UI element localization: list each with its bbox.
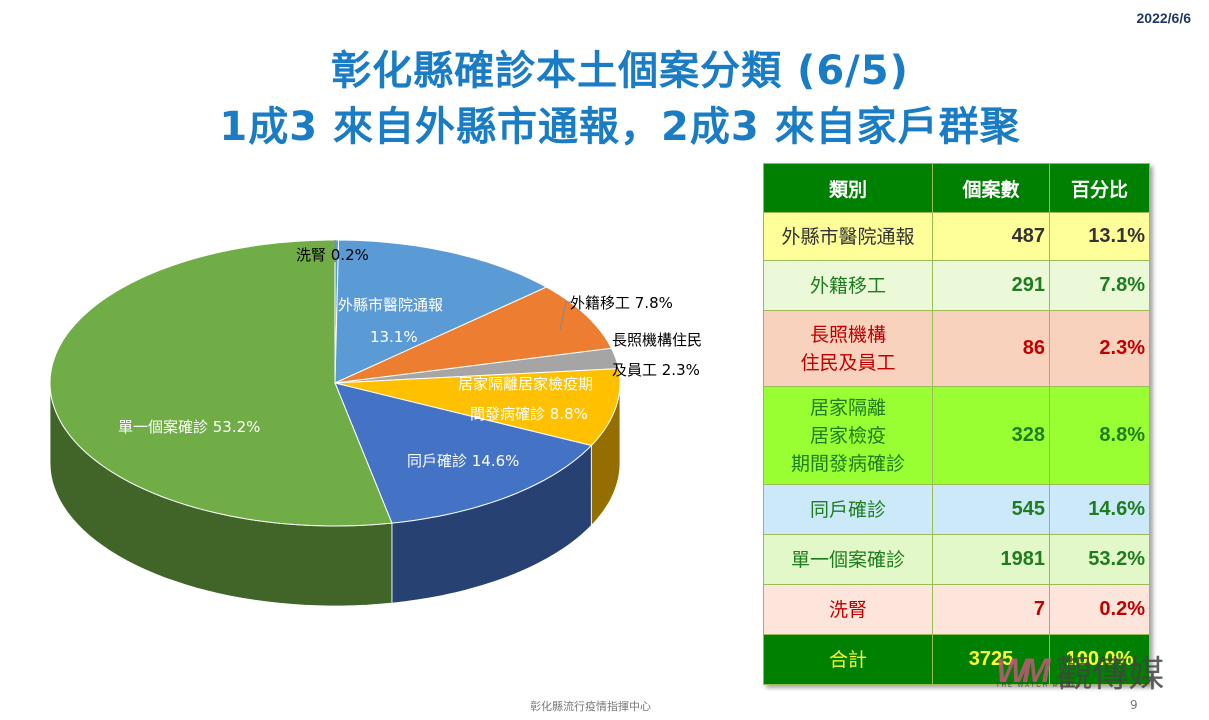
- cell-category: 外縣市醫院通報: [763, 212, 933, 261]
- pie-label-4: 間發病確診 8.8%: [470, 405, 588, 423]
- table-row: 同戶確診 545 14.6%: [763, 484, 1150, 535]
- cell-category: 同戶確診: [763, 484, 933, 535]
- cell-count: 1981: [932, 534, 1050, 585]
- pie-label-2: 外籍移工 7.8%: [570, 294, 673, 312]
- cell-percent: 13.1%: [1049, 212, 1150, 261]
- pie-label-6: 單一個案確診 53.2%: [118, 418, 260, 436]
- watermark-subtitle: THE WATCH MEDIA: [996, 683, 1082, 689]
- pie-label-1: 外縣市醫院通報: [338, 296, 443, 314]
- pie-label-5: 同戶確診 14.6%: [407, 452, 519, 470]
- pie-slice-5: [334, 382, 593, 524]
- cell-category: 外籍移工: [763, 260, 933, 311]
- header-count: 個案數: [932, 163, 1050, 213]
- cell-percent: 7.8%: [1049, 260, 1150, 311]
- table-row: 外縣市醫院通報 487 13.1%: [763, 212, 1150, 261]
- table-row: 洗腎 7 0.2%: [763, 584, 1150, 635]
- pie-slice-2: [334, 286, 613, 384]
- cell-percent: 14.6%: [1049, 484, 1150, 535]
- cell-count: 86: [932, 310, 1050, 387]
- cell-count: 328: [932, 386, 1050, 485]
- cell-percent: 0.2%: [1049, 584, 1150, 635]
- pie-label-3: 及員工 2.3%: [612, 361, 700, 379]
- cell-category: 洗腎: [763, 584, 933, 635]
- cell-count: 487: [932, 212, 1050, 261]
- pie-slice-4: [334, 368, 621, 447]
- slide-subtitle: 1成3 來自外縣市通報，2成3 來自家戶群聚: [219, 104, 1021, 150]
- cell-count: 3725: [932, 634, 1050, 685]
- pie-label-1: 13.1%: [370, 328, 418, 346]
- cell-count: 545: [932, 484, 1050, 535]
- header-category: 類別: [763, 163, 933, 213]
- table-row: 長照機構 住民及員工 86 2.3%: [763, 310, 1150, 387]
- table-row: 居家隔離 居家檢疫 期間發病確診 328 8.8%: [763, 386, 1150, 485]
- cell-percent: 100.0%: [1049, 634, 1150, 685]
- table-total-row: 合計 3725 100.0%: [763, 634, 1150, 685]
- date-label: 2022/6/6: [1136, 10, 1192, 26]
- cell-category: 單一個案確診: [763, 534, 933, 585]
- pie-label-0: 洗腎 0.2%: [296, 246, 369, 264]
- pie-label-3: 長照機構住民: [612, 331, 702, 349]
- cell-percent: 8.8%: [1049, 386, 1150, 485]
- table-row: 外籍移工 291 7.8%: [763, 260, 1150, 311]
- statistics-table: 類別 個案數 百分比 外縣市醫院通報 487 13.1% 外籍移工 291 7.8% 長照機…: [763, 163, 1150, 685]
- slide-title: 彰化縣確診本土個案分類 (6/5): [331, 48, 909, 94]
- watermark-text: 觀傳媒: [1056, 654, 1165, 695]
- pie-label-4: 居家隔離居家檢疫期: [458, 375, 593, 393]
- footer-organization: 彰化縣流行疫情指揮中心: [530, 700, 651, 713]
- header-percent: 百分比: [1049, 163, 1150, 213]
- watermark: WM 觀傳媒 THE WATCH MEDIA: [996, 645, 1164, 697]
- cell-category: 居家隔離 居家檢疫 期間發病確診: [763, 386, 933, 485]
- page-number: 9: [1130, 698, 1138, 712]
- cell-percent: 53.2%: [1049, 534, 1150, 585]
- watermark-logo-icon: WM: [996, 651, 1050, 690]
- cell-count: 7: [932, 584, 1050, 635]
- leader-line: [559, 301, 572, 331]
- cell-count: 291: [932, 260, 1050, 311]
- table-header-row: 類別 個案數 百分比: [763, 163, 1150, 213]
- cell-category: 合計: [763, 634, 933, 685]
- table-row: 單一個案確診 1981 53.2%: [763, 534, 1150, 585]
- pie-slice-3: [334, 347, 620, 384]
- pie-slice-1: [334, 239, 548, 384]
- pie-slice-6: [49, 239, 393, 527]
- cell-category: 長照機構 住民及員工: [763, 310, 933, 387]
- cell-percent: 2.3%: [1049, 310, 1150, 387]
